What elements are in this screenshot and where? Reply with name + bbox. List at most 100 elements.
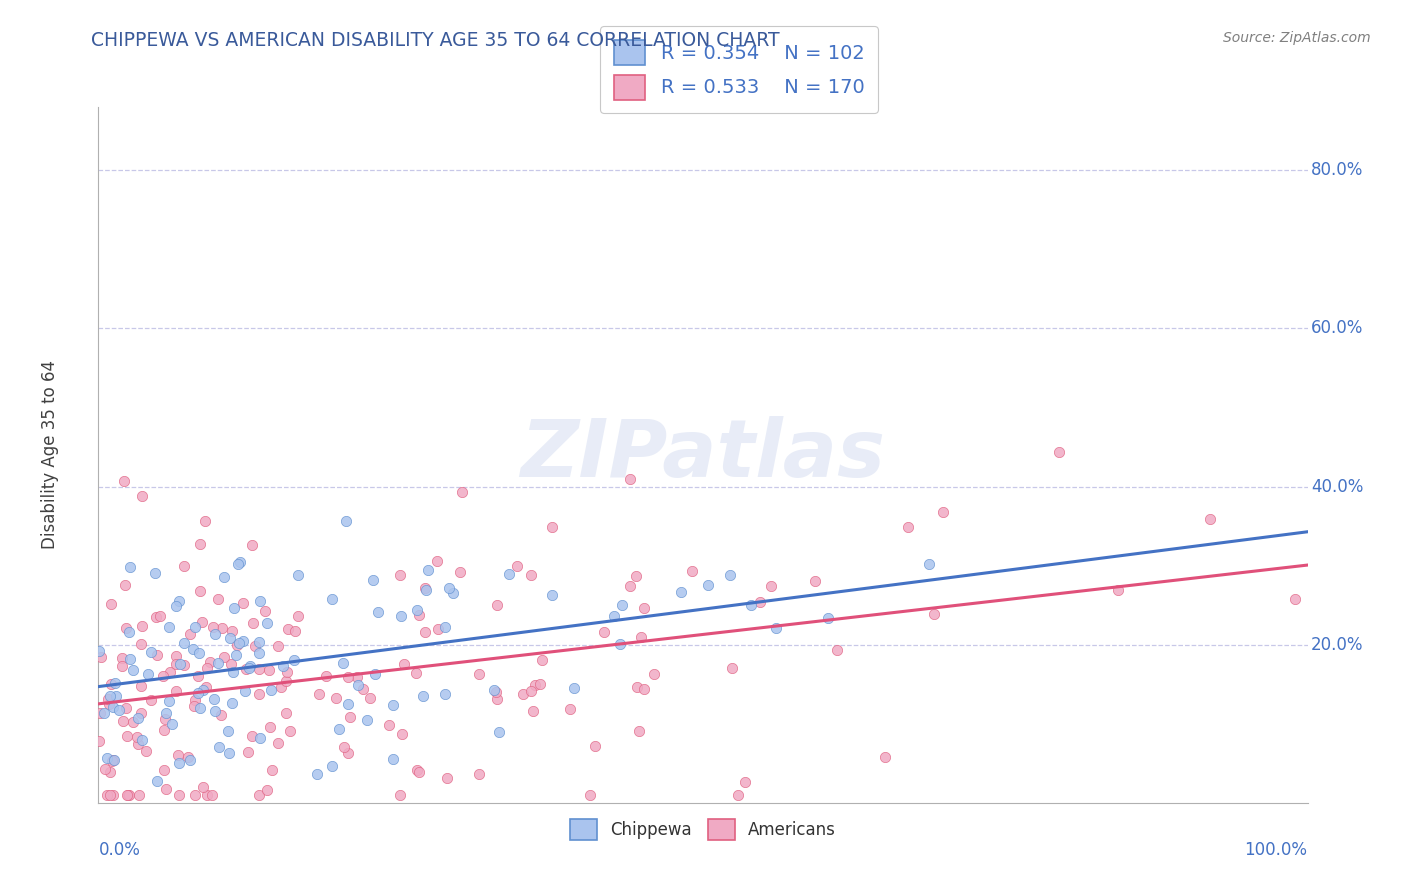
Point (485, 685, 508, 699)
Point (228, 555, 250, 569)
Point (583, 739, 606, 753)
Point (413, 581, 436, 595)
Point (339, 709, 361, 723)
Point (217, 723, 239, 738)
Point (155, 781, 177, 796)
Point (520, 567, 543, 582)
Point (211, 621, 233, 635)
Point (520, 683, 543, 698)
Point (118, 788, 141, 802)
Point (346, 677, 368, 691)
Point (238, 661, 260, 675)
Point (436, 771, 458, 785)
Point (413, 625, 436, 640)
Point (388, 788, 411, 802)
Point (218, 631, 240, 645)
Point (619, 472, 641, 486)
Point (195, 788, 218, 802)
Point (165, 649, 187, 664)
Point (153, 764, 176, 778)
Point (125, 730, 148, 744)
Point (242, 616, 264, 631)
Point (145, 773, 167, 788)
Point (765, 621, 787, 635)
Point (169, 657, 191, 672)
Point (165, 683, 187, 698)
Point (100, 597, 122, 611)
Point (562, 681, 585, 695)
Point (173, 558, 195, 573)
Point (333, 740, 356, 755)
Point (222, 665, 245, 679)
Point (127, 710, 149, 724)
Point (135, 744, 157, 758)
Point (115, 730, 138, 744)
Point (804, 574, 827, 589)
Point (817, 611, 839, 625)
Point (249, 731, 271, 745)
Point (94, 762, 117, 776)
Point (332, 657, 354, 671)
Point (157, 620, 180, 634)
Point (118, 652, 141, 666)
Point (681, 564, 703, 578)
Point (609, 637, 631, 651)
Point (146, 648, 169, 663)
Point (98, 698, 121, 712)
Point (188, 646, 211, 660)
Point (875, 749, 897, 764)
Point (115, 701, 138, 715)
Point (159, 665, 181, 679)
Point (153, 723, 176, 738)
Point (727, 788, 749, 802)
Point (247, 662, 270, 676)
Point (243, 639, 266, 653)
Point (98, 765, 121, 780)
Point (249, 788, 271, 802)
Point (207, 591, 229, 606)
Point (90, 650, 112, 665)
Point (232, 634, 254, 648)
Point (274, 706, 297, 720)
Point (191, 682, 214, 697)
Point (406, 603, 429, 617)
Point (449, 566, 471, 580)
Point (439, 581, 461, 595)
Point (129, 706, 152, 720)
Point (328, 722, 350, 736)
Point (236, 745, 259, 759)
Text: CHIPPEWA VS AMERICAN DISABILITY AGE 35 TO 64 CORRELATION CHART: CHIPPEWA VS AMERICAN DISABILITY AGE 35 T… (91, 31, 780, 50)
Point (260, 682, 283, 697)
Point (212, 649, 235, 664)
Point (287, 609, 309, 624)
Point (610, 598, 633, 612)
Point (240, 729, 263, 743)
Point (202, 692, 225, 706)
Point (1199, 512, 1222, 526)
Point (256, 616, 278, 631)
Point (624, 569, 647, 583)
Point (96, 751, 118, 765)
Point (89, 733, 111, 747)
Point (619, 579, 641, 593)
Point (506, 559, 529, 574)
Point (337, 670, 360, 684)
Point (87, 644, 110, 658)
Point (183, 698, 205, 713)
Point (257, 663, 280, 677)
Point (218, 746, 240, 760)
Point (267, 640, 290, 654)
Point (136, 666, 159, 681)
Point (434, 620, 457, 634)
Point (363, 573, 385, 587)
Point (530, 652, 553, 666)
Point (932, 505, 955, 519)
Point (541, 588, 564, 602)
Point (191, 615, 214, 630)
Point (122, 663, 145, 677)
Point (114, 621, 136, 635)
Point (194, 514, 217, 528)
Point (346, 670, 368, 684)
Point (270, 680, 292, 694)
Point (131, 732, 153, 747)
